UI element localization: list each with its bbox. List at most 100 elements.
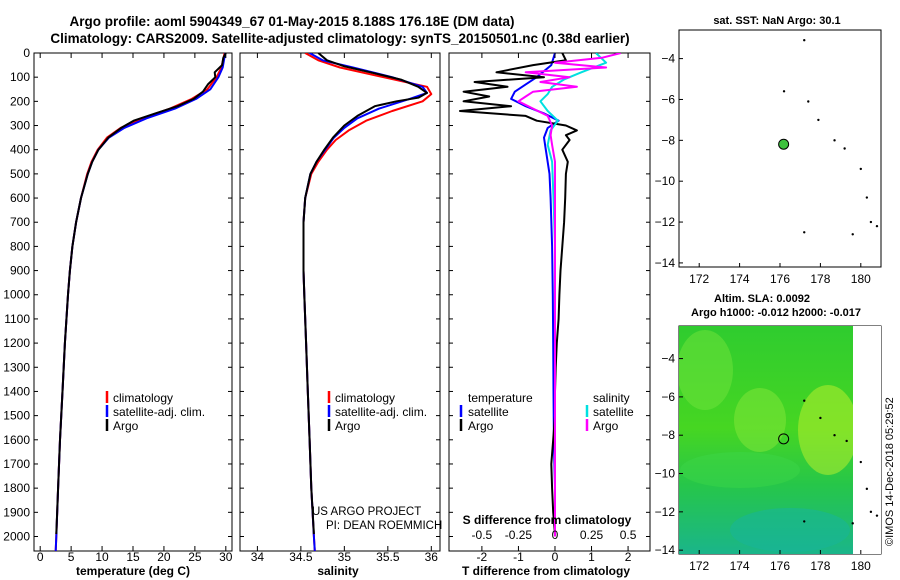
y-tick-label: 1200 bbox=[3, 336, 30, 350]
y-tick-label: 1400 bbox=[3, 384, 30, 398]
x-tick-label: 172 bbox=[689, 559, 709, 573]
legend-label-climatology: climatology bbox=[335, 391, 395, 405]
y-tick-label: 100 bbox=[10, 70, 30, 84]
sla-heatmap-patch bbox=[734, 388, 786, 452]
legend-label-argo: Argo bbox=[113, 419, 139, 433]
legend-title-temperature: temperature bbox=[468, 391, 533, 405]
salinity-axes: 34 34.5 35 35.5 36 bbox=[240, 52, 440, 564]
argo-profile-marker bbox=[778, 138, 790, 150]
y-tick-label: −8 bbox=[661, 133, 675, 147]
y-tick-label: 800 bbox=[10, 239, 30, 253]
sst-map-points bbox=[778, 39, 879, 236]
series-s-argo bbox=[517, 53, 622, 537]
sla-map-title-line2: Argo h1000: -0.012 h2000: -0.017 bbox=[691, 307, 861, 319]
nearby-profile-point bbox=[843, 147, 846, 150]
legend-label-s-satellite: satellite bbox=[593, 405, 634, 419]
legend-label-argo: Argo bbox=[335, 419, 361, 433]
legend-label-climatology: climatology bbox=[113, 391, 173, 405]
y-tick-label: 0 bbox=[23, 46, 30, 60]
x-tick-label: 176 bbox=[770, 559, 790, 573]
legend-title-salinity: salinity bbox=[593, 391, 630, 405]
x-tick-label: 25 bbox=[188, 550, 202, 564]
x-tick-label: 0 bbox=[552, 550, 559, 564]
series-argo bbox=[302, 53, 428, 535]
x-tick-label: 178 bbox=[810, 272, 830, 286]
y-tick-label: 1800 bbox=[3, 481, 30, 495]
x-tick-label: 35 bbox=[338, 550, 352, 564]
difference-xlabel-salinity: S difference from climatology bbox=[463, 513, 632, 527]
difference-legend: temperature satellite Argo salinity sate… bbox=[459, 391, 634, 433]
salinity-xlabel: salinity bbox=[317, 564, 359, 578]
temperature-axes: 0 5 10 15 20 25 300100200300400500600700800900… bbox=[3, 46, 233, 564]
sst-map-frame bbox=[678, 29, 882, 268]
y-tick-label: 200 bbox=[10, 94, 30, 108]
x-tick-label: 35.5 bbox=[376, 550, 400, 564]
nearby-profile-point bbox=[803, 39, 806, 42]
y-tick-label: 500 bbox=[10, 167, 30, 181]
y-tick-label: −10 bbox=[655, 174, 676, 188]
temperature-series-group bbox=[54, 53, 227, 551]
nearby-profile-point bbox=[859, 460, 862, 464]
y-tick-label: −6 bbox=[661, 92, 675, 106]
x-tick-label: -2 bbox=[477, 550, 488, 564]
x-tick-label: 5 bbox=[68, 550, 75, 564]
x-tick-label: 174 bbox=[730, 272, 750, 286]
nearby-profile-point bbox=[869, 220, 873, 224]
y-tick-label: −12 bbox=[655, 505, 676, 519]
series-argo bbox=[55, 53, 227, 535]
x-tick-label: 20 bbox=[157, 550, 171, 564]
sla-map-points bbox=[778, 399, 879, 525]
nearby-profile-point bbox=[845, 439, 848, 443]
nearby-profile-point bbox=[782, 90, 786, 93]
y-tick-label: −8 bbox=[661, 428, 675, 442]
y-tick-label: 1500 bbox=[3, 409, 30, 423]
sla-heatmap-blank bbox=[853, 326, 881, 554]
sst-map-title: sat. SST: NaN Argo: 30.1 bbox=[713, 15, 840, 27]
x-tick-label: 172 bbox=[689, 272, 709, 286]
x-tick-label: 180 bbox=[851, 559, 871, 573]
sla-heatmap-patch bbox=[679, 330, 733, 410]
nearby-profile-point bbox=[803, 520, 806, 523]
legend-label-satellite-adj: satellite-adj. clim. bbox=[113, 405, 205, 419]
sla-map-axes: 172 174 176 178 180 −4 −6 −8 −10 −12 −14 bbox=[655, 352, 871, 573]
nearby-profile-point bbox=[851, 233, 854, 236]
nearby-profile-point bbox=[803, 231, 806, 234]
y-tick-label: −4 bbox=[661, 352, 675, 366]
secondary-x-tick-label: 0.5 bbox=[620, 528, 637, 542]
x-tick-label: 36 bbox=[425, 550, 439, 564]
secondary-x-tick-label: -0.5 bbox=[472, 528, 493, 542]
nearby-profile-point bbox=[865, 196, 869, 199]
salinity-panel: 34 34.5 35 35.5 36 salinity climatology sate… bbox=[239, 52, 442, 578]
temperature-xlabel: temperature (deg C) bbox=[76, 564, 190, 578]
project-annotation-line1: US ARGO PROJECT bbox=[312, 506, 421, 518]
nearby-profile-point bbox=[865, 487, 869, 491]
secondary-x-tick-label: -0.25 bbox=[505, 528, 533, 542]
x-tick-label: 10 bbox=[95, 550, 109, 564]
project-annotation-line2: PI: DEAN ROEMMICH bbox=[326, 520, 442, 532]
x-tick-label: 34 bbox=[251, 550, 265, 564]
y-tick-label: 900 bbox=[10, 264, 30, 278]
difference-axes: -2 -1 0 1 2 -0.5 -0.25 0 0.25 0.5 bbox=[449, 52, 650, 564]
secondary-x-tick-label: 0.25 bbox=[580, 528, 604, 542]
nearby-profile-point bbox=[851, 522, 854, 525]
nearby-profile-point bbox=[833, 434, 836, 437]
y-tick-label: −14 bbox=[655, 256, 676, 270]
sst-map-panel: sat. SST: NaN Argo: 30.1 172 174 176 178 180… bbox=[655, 15, 882, 286]
y-tick-label: 1000 bbox=[3, 288, 30, 302]
temperature-plot-frame bbox=[33, 52, 233, 552]
x-tick-label: 1 bbox=[588, 550, 595, 564]
salinity-series-group bbox=[302, 53, 433, 551]
x-tick-label: 15 bbox=[126, 550, 140, 564]
y-tick-label: 1700 bbox=[3, 457, 30, 471]
x-tick-label: 2 bbox=[625, 550, 632, 564]
difference-series-group bbox=[459, 53, 622, 537]
x-tick-label: 176 bbox=[770, 272, 790, 286]
y-tick-label: 1300 bbox=[3, 360, 30, 374]
x-tick-label: 180 bbox=[851, 272, 871, 286]
y-tick-label: 400 bbox=[10, 143, 30, 157]
sla-map-title-line1: Altim. SLA: 0.0092 bbox=[714, 293, 810, 305]
nearby-profile-point bbox=[875, 224, 879, 228]
nearby-profile-point bbox=[869, 510, 873, 514]
y-tick-label: 2000 bbox=[3, 529, 30, 543]
